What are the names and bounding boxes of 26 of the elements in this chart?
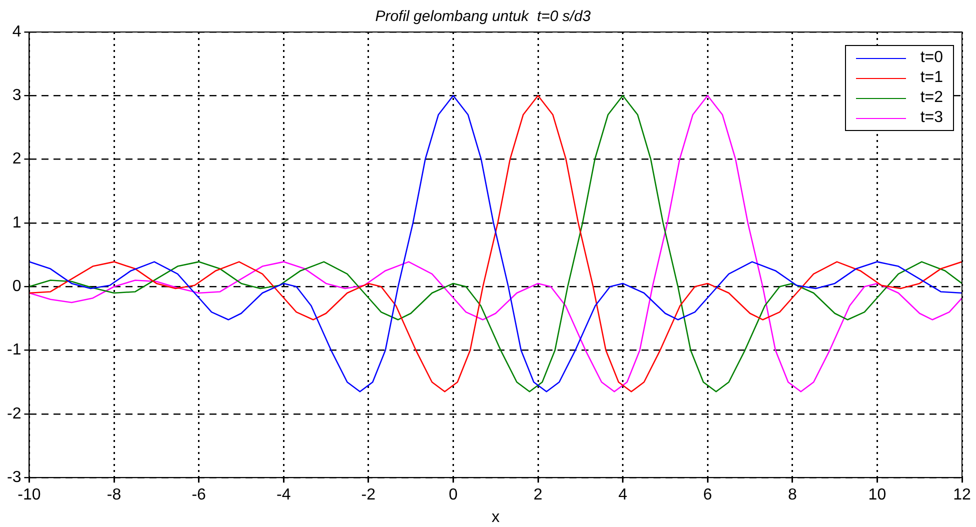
y-tick-label: -2: [6, 405, 22, 422]
x-tick-label: -4: [276, 486, 291, 504]
y-tick-label: 3: [12, 87, 22, 104]
legend-label: t=3: [920, 108, 943, 128]
chart-title: Profil gelombang untuk t=0 s/d3: [375, 8, 592, 26]
legend-label: t=0: [920, 48, 943, 68]
x-tick-label: 12: [953, 486, 971, 504]
x-axis-title: x: [492, 508, 500, 526]
y-tick-label: 0: [12, 278, 22, 296]
y-tick-label: -1: [6, 342, 22, 359]
x-tick-label: -2: [361, 486, 376, 504]
y-tick-label: 1: [12, 214, 22, 232]
y-tick-label: 2: [12, 150, 22, 168]
y-tick-label: -3: [6, 469, 22, 486]
x-tick-label: -6: [192, 486, 206, 504]
x-tick-label: 6: [703, 486, 712, 504]
x-tick-label: 10: [868, 486, 886, 504]
x-tick-label: 4: [618, 486, 628, 504]
legend-label: t=1: [920, 68, 943, 88]
x-tick-label: -8: [106, 486, 122, 504]
x-tick-label: 2: [534, 486, 543, 504]
x-tick-label: -10: [18, 486, 41, 504]
legend-label: t=2: [920, 88, 943, 108]
y-tick-label: 4: [12, 23, 22, 40]
x-tick-label: 8: [788, 486, 797, 504]
x-tick-label: 0: [448, 486, 458, 504]
